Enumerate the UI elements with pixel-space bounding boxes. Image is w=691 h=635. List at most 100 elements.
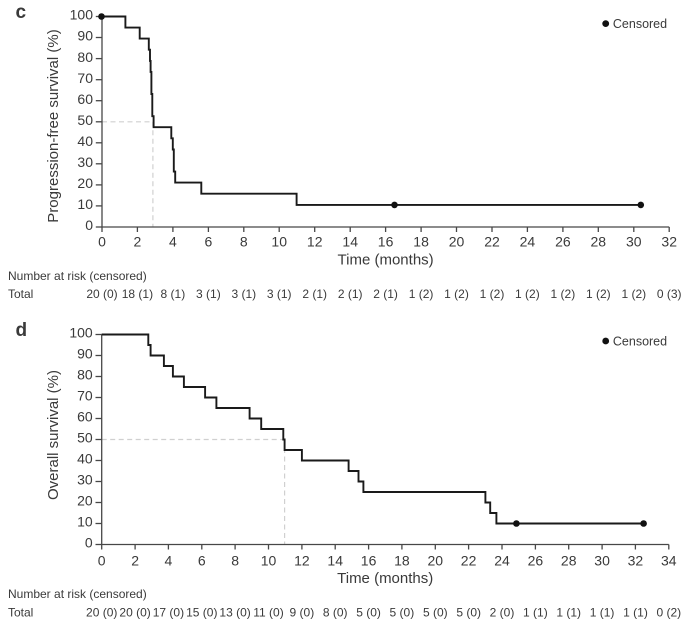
svg-text:13 (0): 13 (0) (219, 606, 250, 620)
svg-text:28: 28 (591, 234, 607, 250)
svg-text:24: 24 (494, 553, 510, 569)
svg-text:0: 0 (98, 234, 106, 250)
svg-text:16: 16 (361, 553, 377, 569)
svg-text:5 (0): 5 (0) (356, 606, 381, 620)
svg-text:40: 40 (77, 451, 93, 467)
svg-text:26: 26 (528, 553, 544, 569)
svg-text:15 (0): 15 (0) (186, 606, 217, 620)
svg-text:90: 90 (77, 28, 93, 44)
svg-text:90: 90 (77, 346, 93, 362)
svg-text:30: 30 (626, 234, 642, 250)
svg-text:1 (1): 1 (1) (623, 606, 648, 620)
svg-text:32: 32 (661, 234, 677, 250)
svg-text:80: 80 (77, 49, 93, 65)
svg-text:28: 28 (561, 553, 577, 569)
svg-text:2 (1): 2 (1) (302, 287, 327, 301)
svg-text:100: 100 (70, 7, 94, 23)
svg-text:24: 24 (520, 234, 536, 250)
svg-text:20 (0): 20 (0) (86, 287, 117, 301)
svg-text:10: 10 (77, 514, 93, 530)
svg-text:5 (0): 5 (0) (456, 606, 481, 620)
svg-text:60: 60 (77, 91, 93, 107)
svg-text:8: 8 (231, 553, 239, 569)
svg-text:12: 12 (294, 553, 310, 569)
svg-text:18 (1): 18 (1) (122, 287, 153, 301)
svg-text:2 (0): 2 (0) (490, 606, 515, 620)
svg-text:0 (3): 0 (3) (657, 287, 682, 301)
svg-text:1 (2): 1 (2) (621, 287, 646, 301)
svg-text:40: 40 (77, 133, 93, 149)
svg-text:34: 34 (661, 553, 677, 569)
svg-text:17 (0): 17 (0) (153, 606, 184, 620)
svg-text:6: 6 (205, 234, 213, 250)
svg-text:18: 18 (413, 234, 429, 250)
svg-text:20: 20 (428, 553, 444, 569)
svg-text:60: 60 (77, 409, 93, 425)
svg-text:2: 2 (134, 234, 142, 250)
svg-text:18: 18 (394, 553, 410, 569)
svg-text:12: 12 (307, 234, 323, 250)
svg-text:0: 0 (85, 217, 93, 233)
svg-text:4: 4 (169, 234, 177, 250)
svg-text:Progression-free survival (%): Progression-free survival (%) (45, 29, 62, 222)
svg-text:Number at risk (censored): Number at risk (censored) (8, 269, 147, 283)
svg-text:3 (1): 3 (1) (196, 287, 221, 301)
svg-text:2: 2 (131, 553, 139, 569)
svg-text:10: 10 (271, 234, 287, 250)
svg-text:Censored: Censored (613, 17, 667, 31)
svg-text:50: 50 (77, 430, 93, 446)
svg-text:80: 80 (77, 367, 93, 383)
svg-text:Number at risk (censored): Number at risk (censored) (8, 587, 147, 601)
svg-text:1 (2): 1 (2) (444, 287, 469, 301)
svg-text:0: 0 (85, 535, 93, 551)
svg-text:1 (2): 1 (2) (480, 287, 505, 301)
svg-text:2 (1): 2 (1) (373, 287, 398, 301)
svg-text:9 (0): 9 (0) (290, 606, 315, 620)
svg-text:70: 70 (77, 70, 93, 86)
svg-text:22: 22 (484, 234, 500, 250)
svg-text:Censored: Censored (613, 335, 667, 349)
svg-text:Total: Total (8, 606, 33, 620)
svg-text:Time (months): Time (months) (338, 252, 434, 269)
svg-text:70: 70 (77, 388, 93, 404)
svg-text:11 (0): 11 (0) (253, 606, 283, 620)
svg-text:32: 32 (628, 553, 644, 569)
svg-text:30: 30 (594, 553, 610, 569)
svg-text:1 (2): 1 (2) (586, 287, 611, 301)
svg-text:3 (1): 3 (1) (231, 287, 256, 301)
svg-text:20 (0): 20 (0) (119, 606, 150, 620)
svg-text:3 (1): 3 (1) (267, 287, 292, 301)
svg-text:14: 14 (327, 553, 343, 569)
svg-text:100: 100 (69, 325, 93, 341)
svg-text:30: 30 (77, 472, 93, 488)
svg-text:Overall survival (%): Overall survival (%) (45, 370, 62, 500)
svg-text:10: 10 (77, 196, 93, 212)
svg-text:8 (1): 8 (1) (161, 287, 186, 301)
svg-text:10: 10 (261, 553, 277, 569)
svg-text:1 (1): 1 (1) (590, 606, 615, 620)
svg-text:1 (2): 1 (2) (515, 287, 540, 301)
svg-text:5 (0): 5 (0) (390, 606, 415, 620)
svg-text:2 (1): 2 (1) (338, 287, 363, 301)
svg-text:20: 20 (449, 234, 465, 250)
svg-text:16: 16 (378, 234, 394, 250)
svg-text:22: 22 (461, 553, 477, 569)
svg-text:0 (2): 0 (2) (656, 606, 681, 620)
svg-text:20: 20 (77, 175, 93, 191)
svg-text:30: 30 (77, 154, 93, 170)
svg-text:6: 6 (198, 553, 206, 569)
svg-text:1 (2): 1 (2) (551, 287, 576, 301)
svg-text:1 (1): 1 (1) (556, 606, 581, 620)
svg-text:d: d (16, 320, 28, 341)
svg-text:5 (0): 5 (0) (423, 606, 448, 620)
svg-text:4: 4 (165, 553, 173, 569)
svg-text:20: 20 (77, 493, 93, 509)
svg-text:c: c (16, 2, 27, 23)
svg-text:8: 8 (240, 234, 248, 250)
svg-text:50: 50 (77, 112, 93, 128)
svg-text:8 (0): 8 (0) (323, 606, 348, 620)
svg-text:14: 14 (342, 234, 358, 250)
svg-text:1 (1): 1 (1) (523, 606, 548, 620)
svg-text:Time (months): Time (months) (337, 570, 433, 587)
svg-text:26: 26 (555, 234, 571, 250)
